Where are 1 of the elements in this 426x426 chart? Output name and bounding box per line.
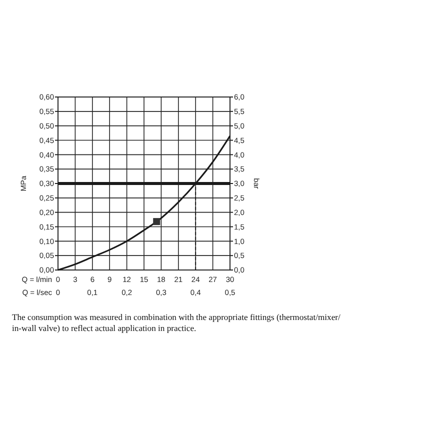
text: The consumption was measured in combination with the appropriate fittings (thermostat/mixer/ in-wall valve) to reflect actual application in practice. [12, 312, 342, 333]
